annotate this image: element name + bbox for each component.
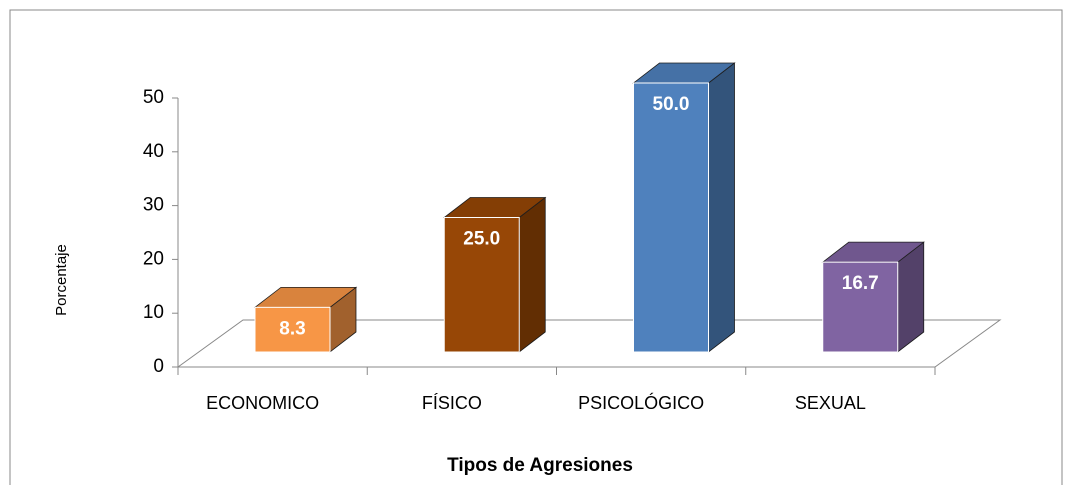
bar-shade bbox=[519, 197, 546, 352]
y-tick-label: 40 bbox=[143, 141, 164, 162]
data-label: 50.0 bbox=[653, 94, 690, 115]
bar-shade bbox=[330, 287, 356, 352]
bar bbox=[443, 217, 520, 353]
bar bbox=[633, 82, 709, 353]
y-tick-label: 10 bbox=[143, 302, 164, 323]
bar-shade bbox=[897, 242, 924, 352]
floor bbox=[176, 319, 1002, 368]
x-tick-label: SEXUAL bbox=[795, 393, 866, 413]
x-tick-label: FÍSICO bbox=[422, 393, 482, 413]
data-label: 25.0 bbox=[463, 229, 500, 250]
y-tick-label: 50 bbox=[143, 87, 164, 108]
y-tick-label: 0 bbox=[153, 356, 164, 377]
data-label: 16.7 bbox=[842, 273, 879, 294]
bar-shade bbox=[633, 63, 735, 83]
bar-shade bbox=[444, 197, 546, 218]
bar bbox=[822, 261, 899, 353]
y-tick-label: 20 bbox=[143, 248, 164, 269]
bar bbox=[254, 306, 331, 353]
bar-shade bbox=[708, 63, 735, 352]
x-tick-label: ECONOMICO bbox=[206, 393, 319, 413]
x-tick-label: PSICOLÓGICO bbox=[578, 392, 704, 413]
data-label: 8.3 bbox=[279, 318, 305, 339]
chart-frame bbox=[9, 9, 1063, 485]
y-tick-label: 30 bbox=[143, 195, 164, 216]
y-axis-title: Porcentaje bbox=[53, 244, 70, 316]
bar-shade bbox=[255, 287, 356, 308]
x-axis-title: Tipos de Agresiones bbox=[447, 455, 633, 476]
bar-shade bbox=[822, 242, 924, 263]
